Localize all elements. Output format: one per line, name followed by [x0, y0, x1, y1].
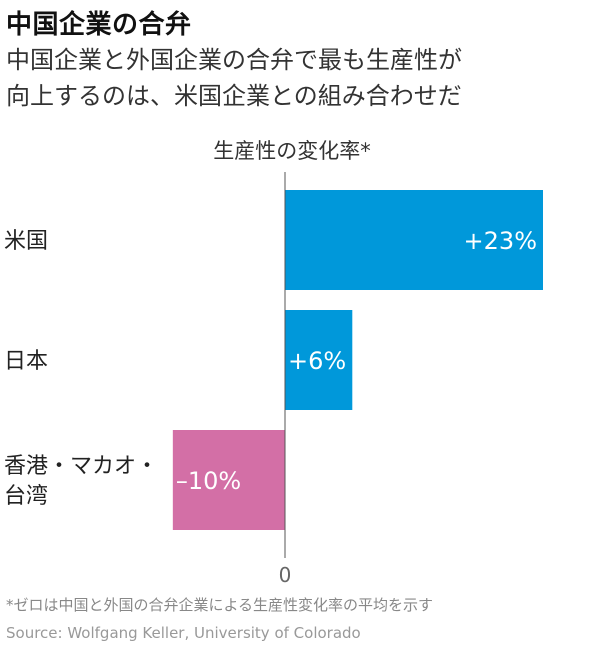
category-label: 米国 [4, 229, 48, 254]
subtitle-line-2: 向上するのは、米国企業との組み合わせだ [6, 82, 462, 110]
x-tick-label-zero: 0 [279, 563, 292, 587]
source-credit: Source: Wolfgang Keller, University of C… [6, 624, 361, 642]
chart-title: 中国企業の合弁 [6, 10, 192, 40]
footnote: *ゼロは中国と外国の合弁企業による生産性変化率の平均を示す [6, 596, 434, 614]
category-label: 日本 [4, 349, 48, 374]
bar-0 [285, 190, 543, 290]
subtitle-line-1: 中国企業と外国企業の合弁で最も生産性が [6, 46, 462, 74]
category-label: 香港・マカオ・ [4, 454, 158, 479]
data-label: +23% [464, 227, 537, 255]
data-label: –10% [176, 467, 241, 495]
data-label: +6% [288, 347, 346, 375]
bar-chart: 生産性の変化率* 米国 +23% 日本 +6% 香港・マカオ・台湾 –10% 0 [4, 139, 543, 587]
axis-title: 生産性の変化率* [213, 139, 371, 163]
bar-2 [172, 430, 285, 530]
bar-1 [285, 310, 353, 410]
category-label: 台湾 [4, 484, 48, 509]
chart-subtitle: 中国企業と外国企業の合弁で最も生産性が 向上するのは、米国企業との組み合わせだ [6, 42, 596, 114]
